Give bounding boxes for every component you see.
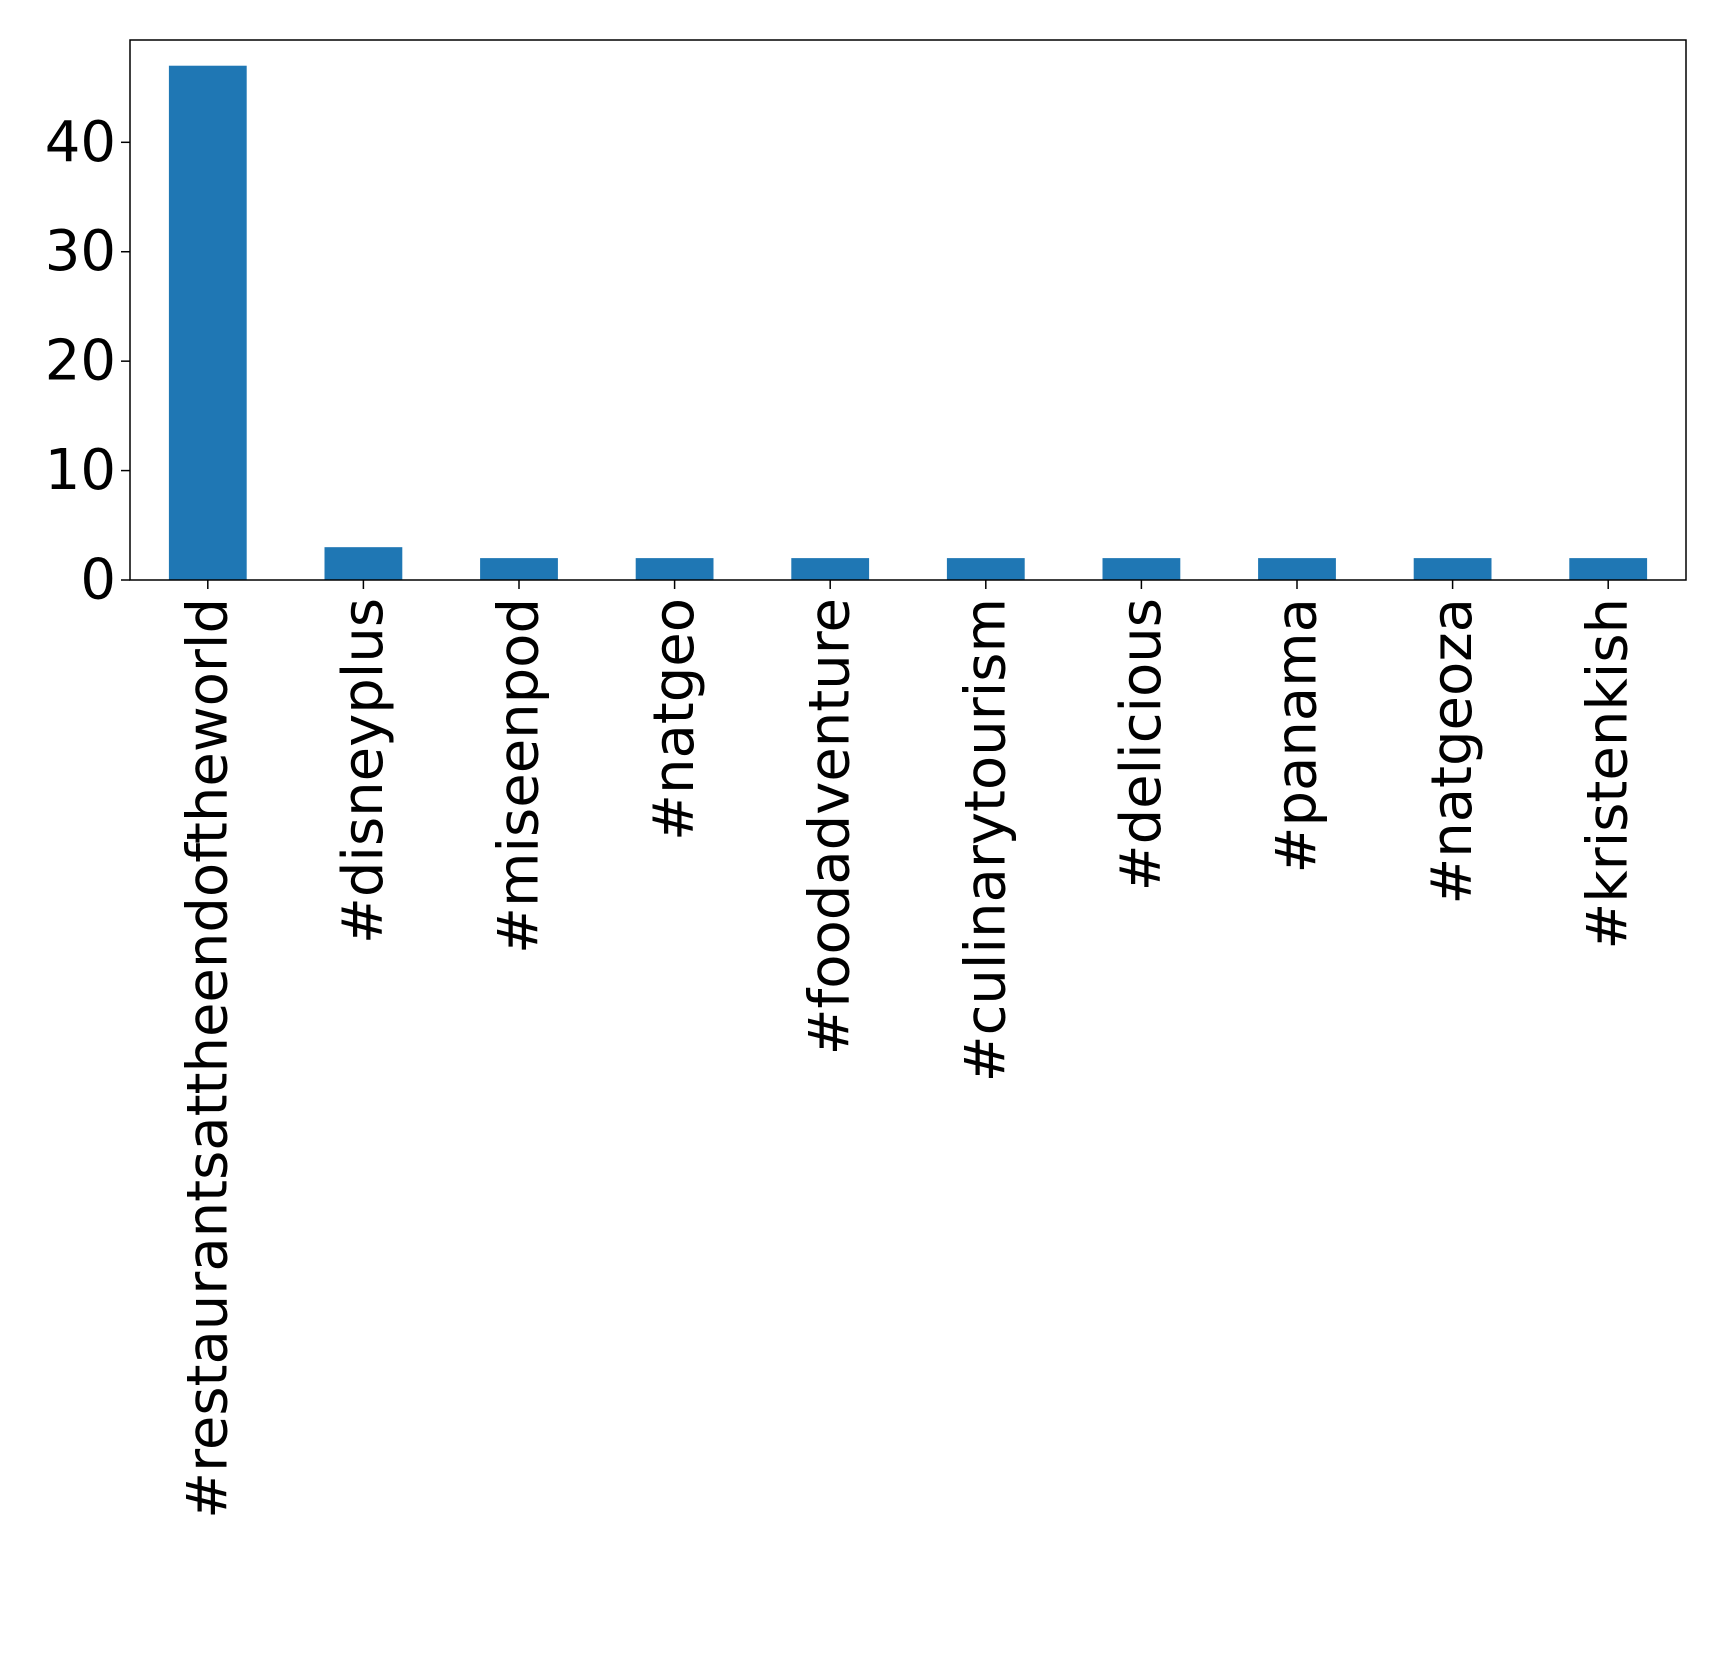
x-tick-label: #culinarytourism [953, 598, 1018, 1082]
bar [791, 558, 870, 580]
y-axis: 0 10 20 30 40 [45, 110, 130, 613]
x-tick-label: #foodadventure [798, 598, 863, 1055]
x-axis: #restaurantsattheendoftheworld #disneyplu… [175, 580, 1641, 1519]
bars-layer [168, 65, 1648, 580]
plot-frame [129, 39, 1687, 581]
y-tick-label: 40 [45, 110, 116, 175]
bar [480, 558, 558, 580]
y-tick-label: 20 [45, 329, 116, 394]
y-tick-label: 10 [45, 438, 116, 503]
x-tick-label: #disneyplus [331, 598, 396, 944]
x-tick-label: #natgeoza [1420, 598, 1485, 905]
y-tick-label: 30 [45, 219, 116, 284]
x-tick-label: #panama [1265, 598, 1330, 873]
bar [946, 558, 1025, 580]
bar [1102, 558, 1181, 580]
bar [1258, 558, 1336, 580]
bar [324, 547, 403, 580]
x-tick-label: #natgeo [642, 598, 707, 841]
bar [168, 65, 247, 580]
bar [1569, 558, 1648, 580]
x-tick-label: #delicious [1109, 598, 1174, 891]
x-tick-label: #restaurantsattheendoftheworld [175, 598, 240, 1519]
bar [1413, 558, 1492, 580]
x-tick-label: #miseenpod [487, 598, 552, 954]
y-tick-label: 0 [80, 548, 116, 613]
x-tick-label: #kristenkish [1576, 598, 1641, 950]
bar [635, 558, 714, 580]
